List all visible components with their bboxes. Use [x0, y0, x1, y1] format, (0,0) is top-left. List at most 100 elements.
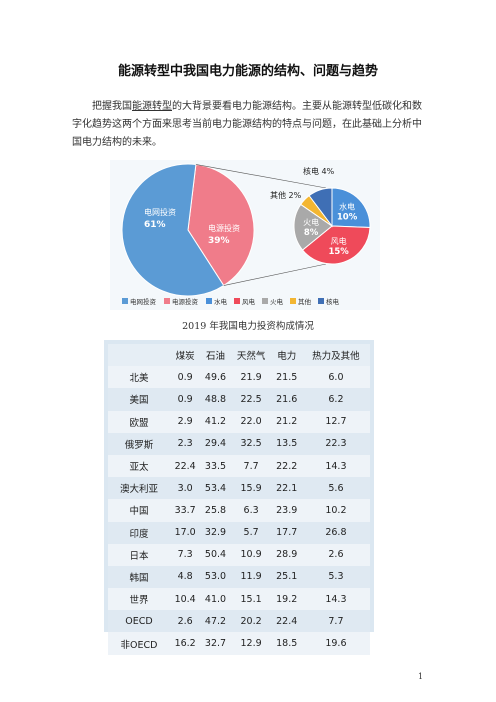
- table-column-header: 天然气: [230, 344, 272, 367]
- pie-slice-nuclear: [308, 187, 333, 228]
- table-cell: 22.4: [271, 610, 302, 633]
- table-corner-cell: [108, 344, 170, 367]
- table-header-row: 煤炭 石油 天然气 电力 热力及其他: [108, 344, 370, 367]
- table-cell: 10.4: [170, 588, 201, 611]
- legend-label: 火电: [270, 297, 284, 306]
- table-cell: 19.2: [271, 588, 302, 611]
- table-cell: 32.7: [200, 632, 231, 655]
- table-cell: 6.3: [230, 499, 272, 522]
- table-cell: 21.9: [230, 366, 272, 389]
- pie-label-hydro: 水电: [339, 202, 355, 212]
- table-row-header: 非OECD: [108, 632, 170, 655]
- table-column-header: 电力: [271, 344, 302, 367]
- table-cell: 47.2: [200, 610, 231, 633]
- table-cell: 4.8: [170, 565, 201, 589]
- pie-label-nuclear: 核电 4%: [303, 166, 335, 176]
- pie-value-hydro: 10%: [337, 213, 358, 223]
- legend-swatch: [262, 298, 268, 304]
- table-row: 印度 17.0 32.9 5.7 17.7 26.8: [108, 521, 370, 544]
- table-cell: 13.5: [271, 432, 302, 455]
- table-row: 韩国 4.8 53.0 11.9 25.1 5.3: [108, 565, 370, 589]
- table-row-header: 美国: [108, 388, 170, 411]
- legend-label: 电源投资: [172, 297, 199, 306]
- connector-line-top: [195, 164, 327, 189]
- table-body: 北美 0.9 49.6 21.9 21.5 6.0 美国 0.9 48.8 22.5 21.6 6.2…: [108, 366, 370, 655]
- table-row-header: OECD: [108, 610, 170, 633]
- table-row-header: 日本: [108, 543, 170, 566]
- table-row-header: 世界: [108, 588, 170, 611]
- table-cell: 7.7: [230, 454, 272, 478]
- table-row: OECD 2.6 47.2 20.2 22.4 7.7: [108, 610, 370, 633]
- document-title: 能源转型中我国电力能源的结构、问题与趋势: [117, 64, 378, 79]
- legend-swatch: [234, 298, 240, 304]
- table-cell: 6.2: [301, 388, 370, 411]
- table-cell: 26.8: [301, 521, 370, 544]
- table-cell: 50.4: [200, 543, 231, 566]
- table-row: 欧盟 2.9 41.2 22.0 21.2 12.7: [108, 410, 370, 433]
- energy-structure-table: 煤炭 石油 天然气 电力 热力及其他 北美 0.9 49.6 21.9 21.5 6.0 美国 0.9…: [104, 340, 374, 655]
- table-cell: 32.9: [200, 521, 231, 544]
- table-cell: 11.9: [230, 565, 272, 589]
- table-cell: 21.5: [271, 366, 302, 389]
- pie-label-thermal: 火电: [303, 217, 319, 227]
- table-cell: 0.9: [170, 388, 201, 411]
- legend-label: 核电: [326, 297, 340, 306]
- table-cell: 33.7: [170, 499, 201, 522]
- legend-swatch: [164, 298, 170, 304]
- table-cell: 25.1: [271, 565, 302, 589]
- table-row-header: 亚太: [108, 454, 170, 478]
- pie-value-grid-investment: 61%: [144, 220, 166, 230]
- pie-value-power-source-investment: 39%: [208, 236, 230, 246]
- pie-label-power-source-investment: 电源投资: [208, 223, 240, 233]
- table-cell: 22.2: [271, 454, 302, 478]
- pie-slice-thermal: [293, 203, 333, 251]
- table-cell: 17.7: [271, 521, 302, 544]
- pie-slice-hydro: [331, 187, 371, 229]
- table-cell: 16.2: [170, 632, 201, 655]
- table-cell: 53.4: [200, 477, 231, 500]
- table-row: 日本 7.3 50.4 10.9 28.9 2.6: [108, 543, 370, 566]
- legend-label: 风电: [242, 297, 256, 306]
- table-cell: 29.4: [200, 432, 231, 455]
- pie-label-other: 其他 2%: [270, 190, 302, 200]
- table-cell: 5.7: [230, 521, 272, 544]
- table-cell: 15.9: [230, 477, 272, 500]
- table-cell: 48.8: [200, 388, 231, 411]
- table-cell: 12.7: [301, 410, 370, 433]
- table-cell: 17.0: [170, 521, 201, 544]
- table-cell: 7.3: [170, 543, 201, 566]
- legend-label: 水电: [214, 297, 228, 306]
- table-row: 亚太 22.4 33.5 7.7 22.2 14.3: [108, 454, 370, 478]
- paragraph-text-rest: 的大背景要看电力能源结构。主要从能源转型低碳化和数字化趋势这两个方面来思考当前电…: [72, 101, 422, 148]
- legend-swatch: [290, 298, 296, 304]
- table-row: 澳大利亚 3.0 53.4 15.9 22.1 5.6: [108, 477, 370, 500]
- pie-value-wind: 15%: [328, 247, 349, 257]
- table-row-header: 俄罗斯: [108, 432, 170, 455]
- connector-line-bottom: [223, 263, 327, 286]
- table-cell: 32.5: [230, 432, 272, 455]
- table-row-header: 欧盟: [108, 410, 170, 433]
- table-cell: 53.0: [200, 565, 231, 589]
- paragraph-text-start: 把握我国: [92, 101, 132, 112]
- table-cell: 22.5: [230, 388, 272, 411]
- pie-slice-grid-investment: [121, 163, 225, 297]
- table-row: 中国 33.7 25.8 6.3 23.9 10.2: [108, 499, 370, 522]
- table-row: 非OECD 16.2 32.7 12.9 18.5 19.6: [108, 632, 370, 655]
- table-row-header: 澳大利亚: [108, 477, 170, 500]
- page-number: 1: [418, 672, 424, 681]
- table-row-header: 韩国: [108, 565, 170, 589]
- table-column-header: 石油: [200, 344, 231, 367]
- table-row-header: 北美: [108, 366, 170, 389]
- chart-caption: 2019 年我国电力投资构成情况: [182, 321, 314, 332]
- table-row: 北美 0.9 49.6 21.9 21.5 6.0: [108, 366, 370, 389]
- table-cell: 14.3: [301, 588, 370, 611]
- table-row: 世界 10.4 41.0 15.1 19.2 14.3: [108, 588, 370, 611]
- table-row-header: 中国: [108, 499, 170, 522]
- table-cell: 22.3: [301, 432, 370, 455]
- energy-transition-link[interactable]: 能源转型: [132, 101, 172, 112]
- table-cell: 2.6: [301, 543, 370, 566]
- table-cell: 2.9: [170, 410, 201, 433]
- table-cell: 7.7: [301, 610, 370, 633]
- table-cell: 21.6: [271, 388, 302, 411]
